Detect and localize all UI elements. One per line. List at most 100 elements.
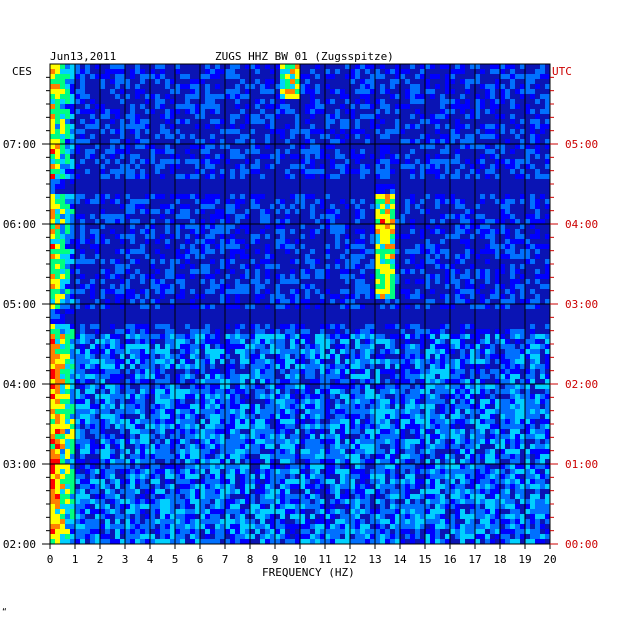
heatmap-cell: [290, 279, 295, 284]
heatmap-cell: [160, 289, 165, 294]
heatmap-cell: [255, 404, 260, 409]
heatmap-cell: [185, 449, 190, 454]
heatmap-cell: [150, 259, 155, 264]
heatmap-cell: [75, 69, 80, 74]
heatmap-cell: [525, 369, 530, 374]
heatmap-cell: [435, 459, 440, 464]
heatmap-cell: [240, 449, 245, 454]
heatmap-cell: [55, 384, 60, 389]
heatmap-cell: [255, 149, 260, 154]
heatmap-cell: [70, 254, 75, 259]
heatmap-cell: [225, 129, 230, 134]
heatmap-cell: [435, 339, 440, 344]
heatmap-cell: [350, 79, 355, 84]
heatmap-cell: [130, 249, 135, 254]
heatmap-cell: [545, 439, 550, 444]
heatmap-cell: [65, 374, 70, 379]
heatmap-cell: [305, 464, 310, 469]
heatmap-cell: [75, 399, 80, 404]
heatmap-cell: [245, 464, 250, 469]
heatmap-cell: [235, 289, 240, 294]
heatmap-cell: [260, 379, 265, 384]
heatmap-cell: [270, 409, 275, 414]
heatmap-cell: [130, 129, 135, 134]
heatmap-cell: [175, 454, 180, 459]
heatmap-cell: [335, 389, 340, 394]
heatmap-cell: [530, 244, 535, 249]
heatmap-cell: [495, 79, 500, 84]
heatmap-cell: [285, 219, 290, 224]
heatmap-cell: [535, 144, 540, 149]
heatmap-cell: [125, 249, 130, 254]
heatmap-cell: [315, 89, 320, 94]
heatmap-cell: [295, 194, 300, 199]
heatmap-cell: [155, 369, 160, 374]
heatmap-cell: [510, 344, 515, 349]
heatmap-cell: [345, 239, 350, 244]
heatmap-cell: [475, 254, 480, 259]
heatmap-cell: [55, 434, 60, 439]
heatmap-cell: [325, 84, 330, 89]
heatmap-cell: [190, 469, 195, 474]
heatmap-cell: [230, 74, 235, 79]
heatmap-cell: [370, 404, 375, 409]
heatmap-cell: [315, 469, 320, 474]
heatmap-cell: [305, 139, 310, 144]
heatmap-cell: [425, 459, 430, 464]
heatmap-cell: [285, 79, 290, 84]
heatmap-cell: [140, 159, 145, 164]
heatmap-cell: [290, 174, 295, 179]
heatmap-cell: [335, 224, 340, 229]
heatmap-cell: [60, 129, 65, 134]
heatmap-cell: [95, 404, 100, 409]
heatmap-cell: [355, 454, 360, 459]
heatmap-cell: [70, 164, 75, 169]
heatmap-cell: [170, 409, 175, 414]
heatmap-cell: [235, 154, 240, 159]
heatmap-cell: [400, 379, 405, 384]
heatmap-cell: [345, 399, 350, 404]
heatmap-cell: [470, 209, 475, 214]
heatmap-cell: [390, 389, 395, 394]
heatmap-cell: [395, 444, 400, 449]
heatmap-cell: [375, 394, 380, 399]
heatmap-cell: [125, 459, 130, 464]
heatmap-cell: [115, 409, 120, 414]
heatmap-cell: [65, 259, 70, 264]
heatmap-cell: [120, 214, 125, 219]
heatmap-cell: [440, 99, 445, 104]
heatmap-cell: [330, 449, 335, 454]
heatmap-cell: [455, 174, 460, 179]
heatmap-cell: [115, 374, 120, 379]
heatmap-cell: [360, 434, 365, 439]
heatmap-cell: [355, 294, 360, 299]
heatmap-cell: [165, 464, 170, 469]
heatmap-cell: [440, 334, 445, 339]
heatmap-cell: [355, 204, 360, 209]
heatmap-cell: [265, 349, 270, 354]
heatmap-cell: [170, 329, 175, 334]
heatmap-cell: [375, 419, 380, 424]
heatmap-cell: [140, 399, 145, 404]
heatmap-cell: [110, 214, 115, 219]
heatmap-cell: [370, 389, 375, 394]
heatmap-cell: [175, 449, 180, 454]
heatmap-cell: [115, 334, 120, 339]
heatmap-cell: [295, 434, 300, 439]
heatmap-cell: [120, 439, 125, 444]
heatmap-cell: [230, 449, 235, 454]
heatmap-cell: [300, 389, 305, 394]
heatmap-cell: [380, 189, 385, 194]
heatmap-cell: [260, 84, 265, 89]
heatmap-cell: [485, 459, 490, 464]
heatmap-cell: [405, 459, 410, 464]
heatmap-cell: [50, 214, 55, 219]
heatmap-cell: [265, 244, 270, 249]
heatmap-cell: [500, 429, 505, 434]
heatmap-cell: [455, 254, 460, 259]
heatmap-cell: [415, 414, 420, 419]
heatmap-cell: [55, 399, 60, 404]
heatmap-cell: [380, 174, 385, 179]
heatmap-cell: [440, 304, 445, 309]
heatmap-cell: [150, 94, 155, 99]
